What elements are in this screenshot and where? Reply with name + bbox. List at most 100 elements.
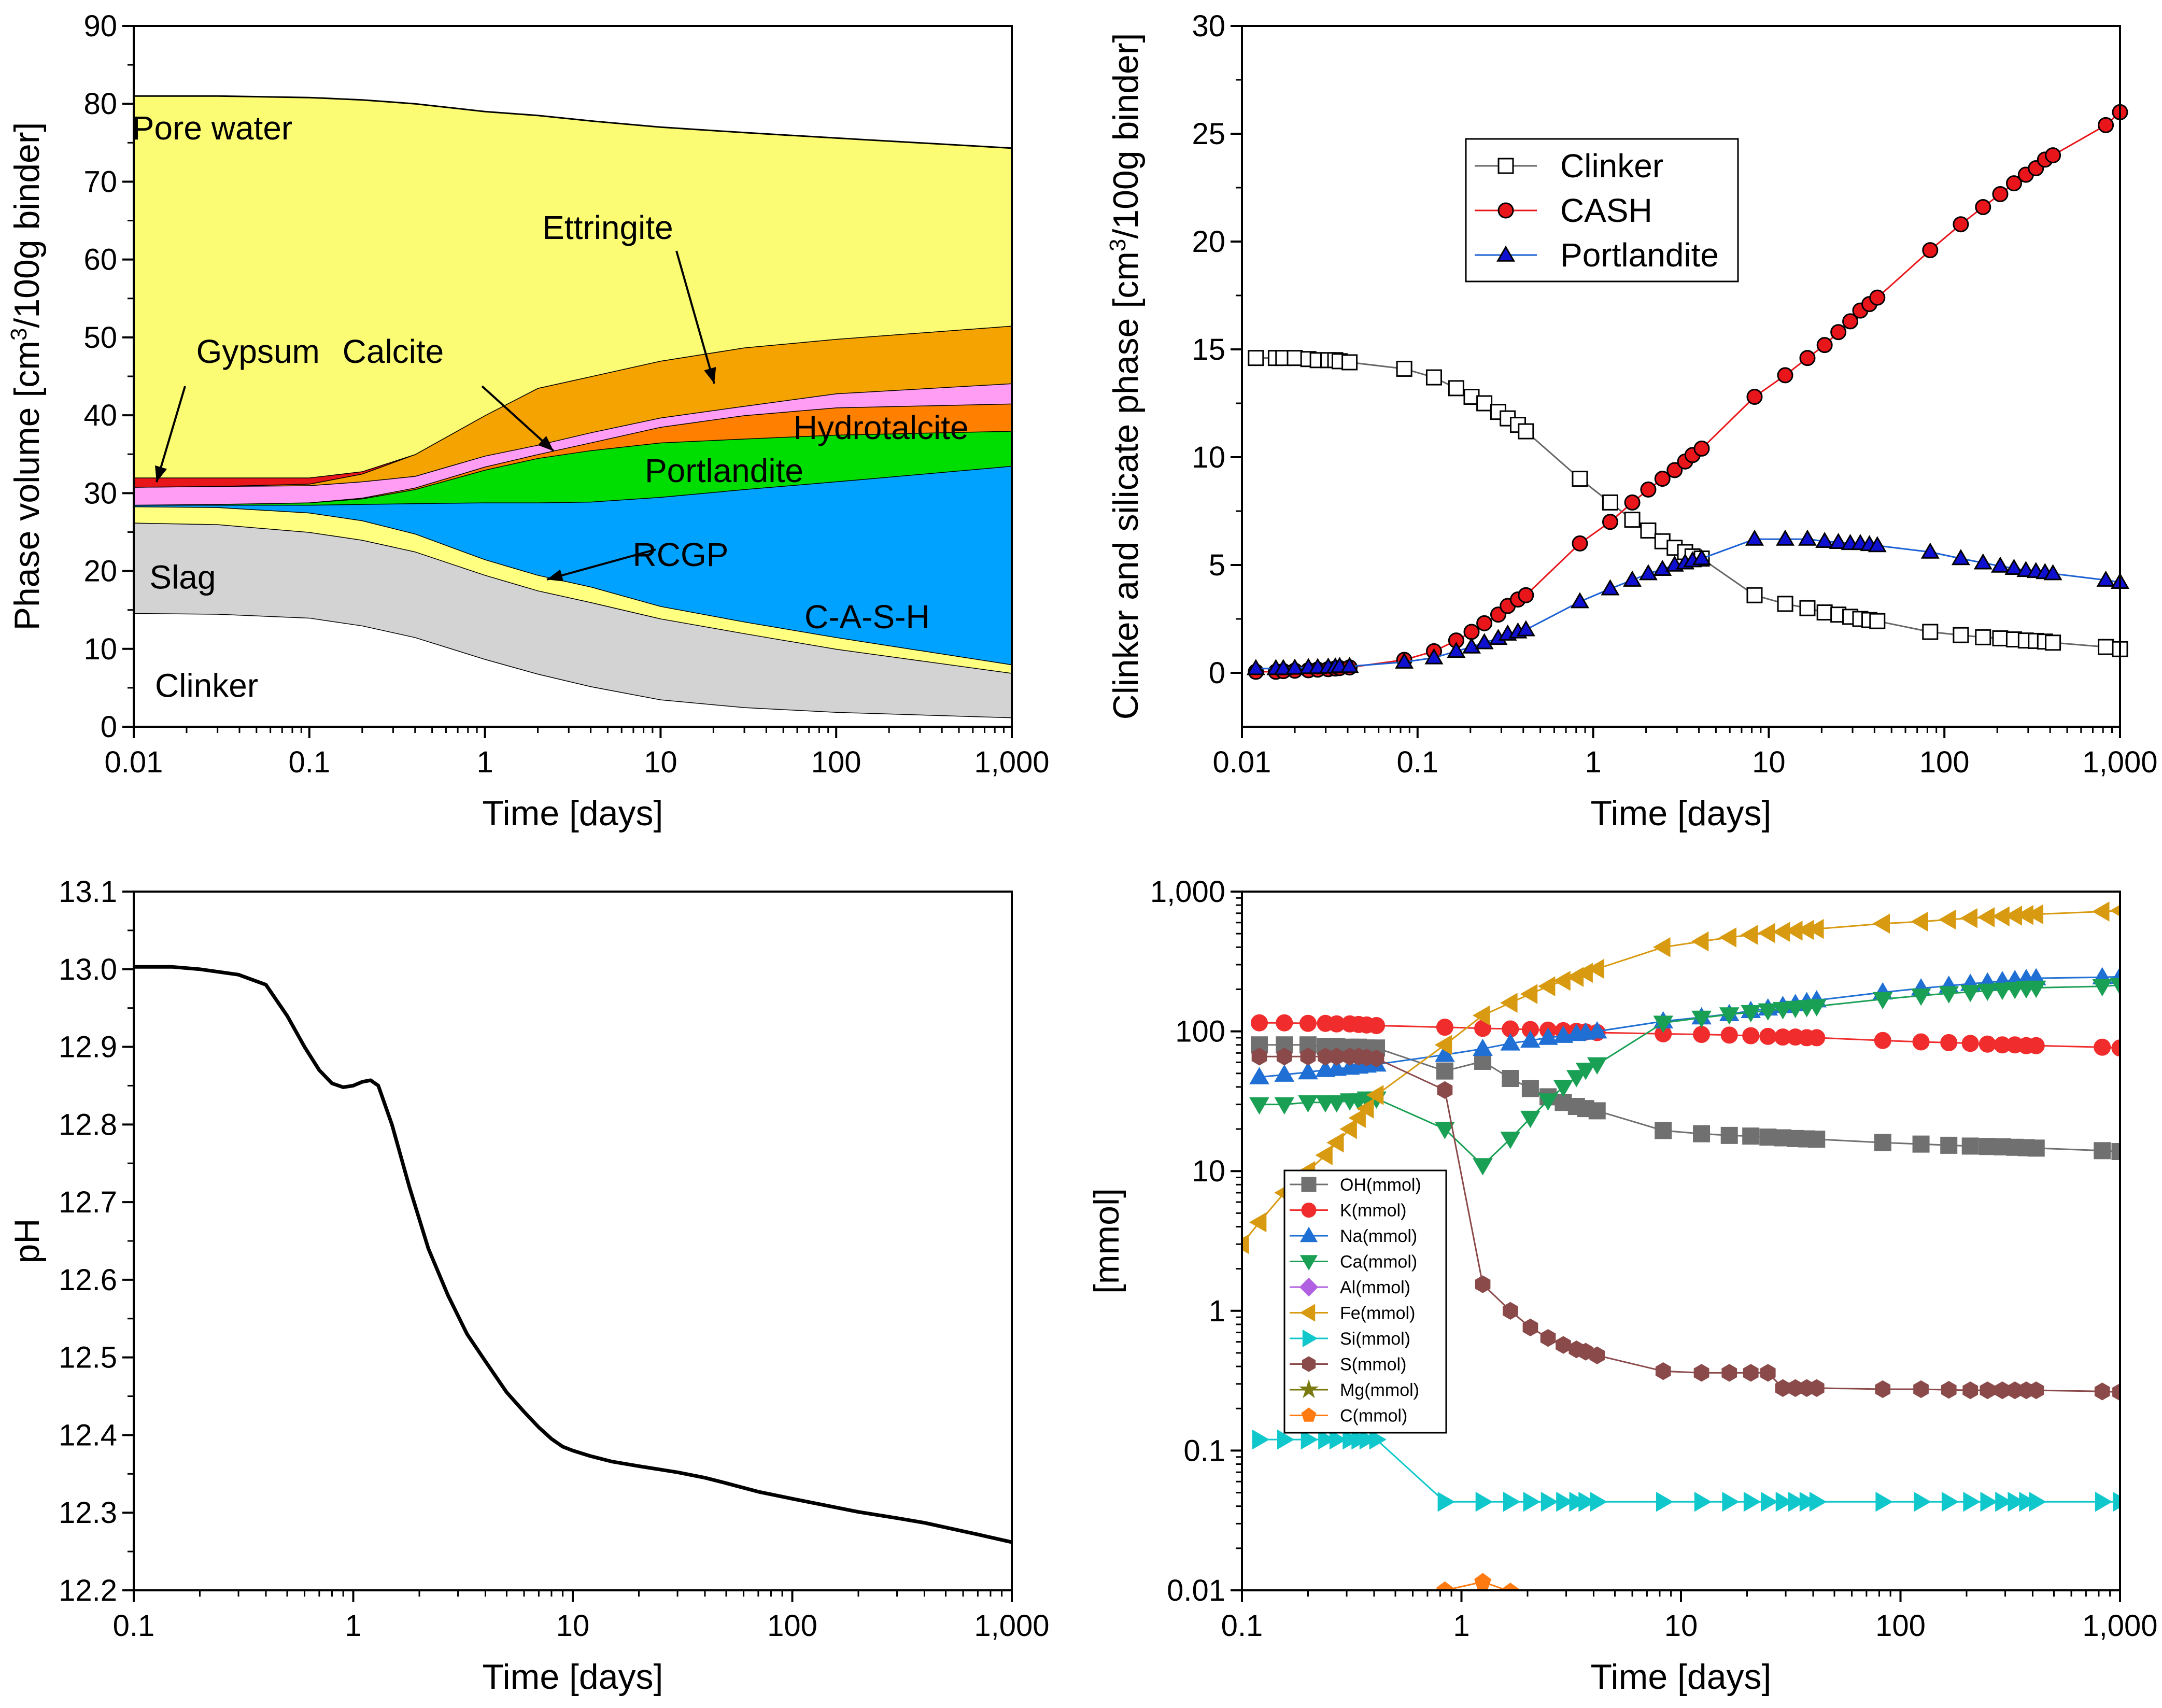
- legend-label-mg-mmol: Mg(mmol): [1340, 1380, 1419, 1400]
- y-tick-label: 50: [83, 321, 117, 355]
- point-cash: [1666, 462, 1683, 478]
- point-fe-mmol: [1553, 970, 1571, 991]
- point-na-mmol: [1500, 1033, 1521, 1051]
- point-fe-mmol: [2026, 904, 2043, 925]
- x-tick-label: 1: [1453, 1609, 1469, 1643]
- point-na-mmol: [1326, 1058, 1347, 1076]
- point-k-mmol: [1720, 1026, 1738, 1044]
- legend-label-s-mmol: S(mmol): [1340, 1355, 1406, 1375]
- point-si-mmol: [1541, 1491, 1559, 1512]
- boundary-pore-water: [134, 95, 1012, 149]
- point-na-mmol: [1298, 1062, 1318, 1080]
- plot-body: [1242, 901, 2120, 1590]
- x-tick-label: 1,000: [2082, 1609, 2157, 1643]
- point-portlandite: [2096, 570, 2115, 587]
- point-s-mmol: [1875, 1380, 1891, 1399]
- x-tick-label: 0.01: [105, 745, 163, 779]
- point-ca-mmol: [1553, 1080, 1574, 1097]
- y-tick-label: 12.6: [59, 1263, 117, 1297]
- point-s-mmol: [1962, 1381, 1979, 1400]
- x-tick-label: 1,000: [974, 1609, 1049, 1643]
- point-ca-mmol: [1249, 1097, 1269, 1115]
- point-ca-mmol: [1691, 1010, 1712, 1028]
- y-tick-label: 1: [1209, 1294, 1225, 1328]
- point-si-mmol: [1523, 1491, 1541, 1512]
- point-cash: [1640, 481, 1657, 498]
- point-oh-mmol: [1979, 1138, 1996, 1155]
- point-oh-mmol: [2094, 1142, 2111, 1160]
- point-cash: [1975, 199, 1991, 215]
- point-ca-mmol: [1520, 1110, 1541, 1128]
- point-k-mmol: [1940, 1034, 1958, 1051]
- x-tick-label: 10: [1752, 745, 1786, 779]
- point-ca-mmol: [1274, 1097, 1295, 1115]
- point-oh-mmol: [1436, 1062, 1453, 1080]
- point-oh-mmol: [1720, 1126, 1738, 1144]
- point-k-mmol: [1979, 1035, 1996, 1053]
- series-line-oh-mmol: [1259, 1044, 2120, 1152]
- label-calcite: Calcite: [343, 333, 444, 370]
- point-si-mmol: [1252, 1429, 1270, 1450]
- point-na-mmol: [1435, 1044, 1455, 1062]
- plot-frame: [1241, 25, 2121, 728]
- point-s-mmol: [1941, 1381, 1957, 1399]
- area-calcite: [134, 383, 1012, 505]
- point-portlandite: [1653, 559, 1672, 576]
- point-na-mmol: [1473, 1038, 1493, 1056]
- y-axis-label: [mmol]: [1087, 1188, 1126, 1294]
- point-k-mmol: [1693, 1026, 1711, 1043]
- legend-marker-mg-mmol: [1298, 1379, 1319, 1399]
- point-cash: [2098, 117, 2114, 133]
- legend-label-k-mmol: K(mmol): [1340, 1201, 1406, 1221]
- point-portlandite: [2043, 564, 2062, 581]
- y-tick-label: 12.9: [59, 1031, 117, 1064]
- legend-label-si-mmol: Si(mmol): [1340, 1329, 1410, 1349]
- point-ca-mmol: [1538, 1093, 1558, 1111]
- point-portlandite: [1424, 648, 1444, 665]
- point-fe-mmol: [1872, 913, 1890, 934]
- y-tick-label: 80: [83, 87, 117, 121]
- x-tick-label: 1,000: [974, 745, 1049, 779]
- point-oh-mmol: [1588, 1102, 1606, 1120]
- point-k-mmol: [2111, 1039, 2120, 1057]
- point-s-mmol: [1475, 1275, 1491, 1293]
- point-si-mmol: [1503, 1491, 1521, 1512]
- point-s-mmol: [1913, 1380, 1929, 1399]
- point-k-mmol: [2027, 1037, 2045, 1054]
- point-portlandite: [1692, 549, 1711, 566]
- point-s-mmol: [1693, 1364, 1709, 1382]
- point-si-mmol: [1556, 1491, 1574, 1512]
- point-fe-mmol: [1653, 937, 1671, 957]
- point-si-mmol: [1980, 1491, 1998, 1512]
- point-cash: [1476, 615, 1493, 631]
- point-s-mmol: [1721, 1364, 1737, 1382]
- label-slag: Slag: [149, 559, 216, 596]
- legend: OH(mmol) K(mmol) Na(mmol) Ca(mmol) Al(mmol) F…: [1283, 1169, 1447, 1434]
- plot-frame: [133, 891, 1013, 1591]
- point-clinker: [1602, 494, 1618, 511]
- point-s-mmol: [1743, 1364, 1759, 1382]
- point-s-mmol: [1556, 1336, 1571, 1354]
- legend-label-ca-mmol: Ca(mmol): [1340, 1252, 1417, 1272]
- point-portlandite: [1815, 531, 1834, 548]
- point-portlandite: [1829, 532, 1848, 549]
- point-ca-mmol: [1939, 986, 1959, 1004]
- y-tick-label: 13.0: [59, 953, 117, 986]
- legend-marker-c-mmol: [1301, 1407, 1317, 1422]
- point-cash: [1746, 389, 1763, 405]
- y-tick-label: 100: [1175, 1015, 1225, 1049]
- point-fe-mmol: [1434, 1035, 1452, 1055]
- x-tick-label: 0.1: [1396, 745, 1438, 779]
- point-si-mmol: [1369, 1429, 1387, 1450]
- y-tick-label: 40: [83, 399, 117, 432]
- legend-marker-oh-mmol: [1301, 1177, 1317, 1192]
- y-tick-label: 12.8: [59, 1108, 117, 1141]
- point-clinker: [1777, 596, 1793, 612]
- point-k-mmol: [1912, 1033, 1930, 1051]
- point-clinker: [1518, 423, 1534, 440]
- arrow-ettringite-head: [704, 366, 716, 384]
- point-ca-mmol: [1911, 989, 1931, 1006]
- legend-label-oh-mmol: OH(mmol): [1340, 1175, 1421, 1195]
- label-ettringite: Ettringite: [542, 209, 673, 246]
